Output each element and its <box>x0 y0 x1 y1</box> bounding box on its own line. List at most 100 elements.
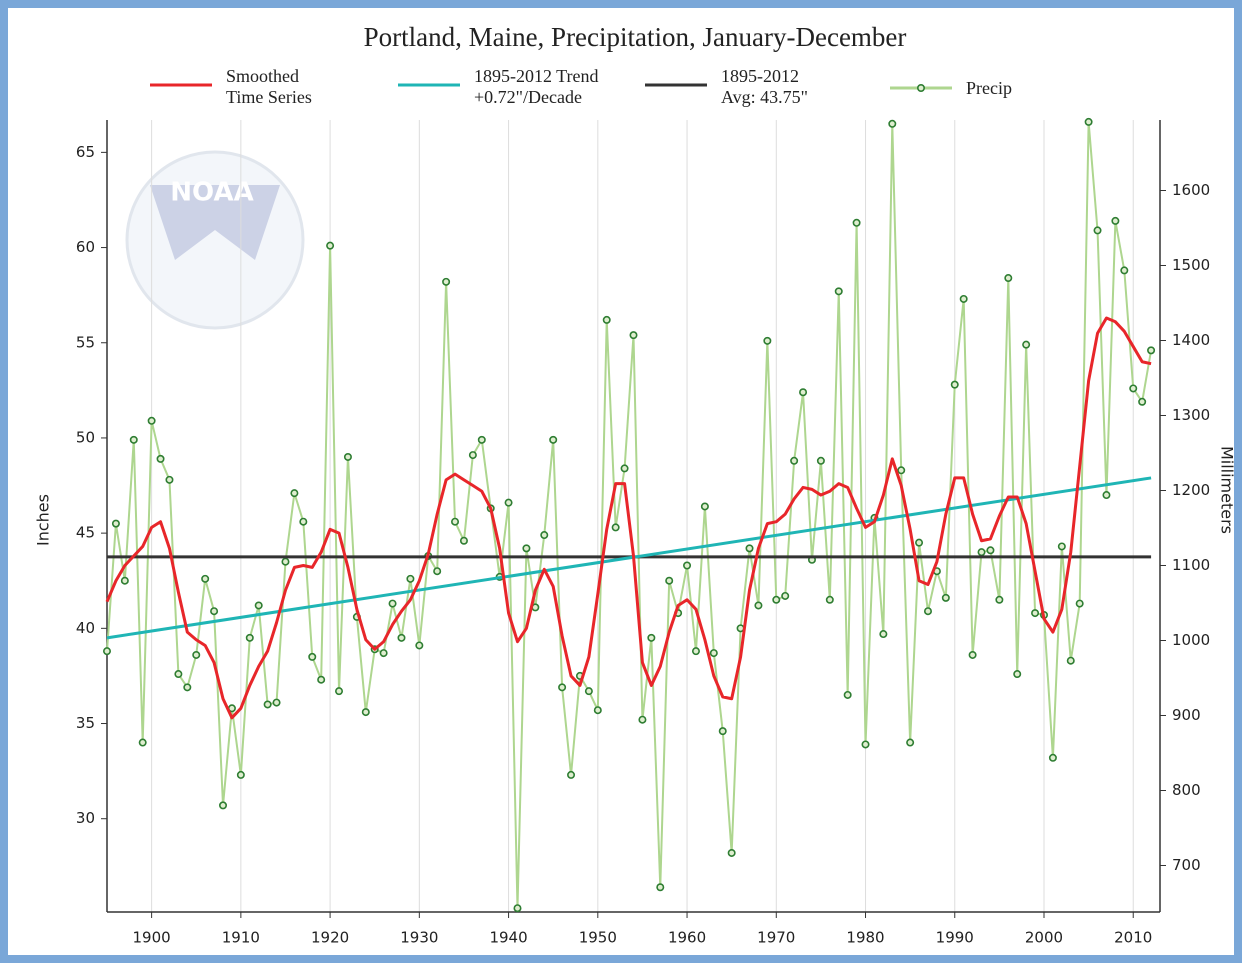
x-tick-label: 1970 <box>757 929 795 947</box>
y2-tick-label: 1600 <box>1172 181 1210 199</box>
data-point <box>852 218 861 227</box>
data-point <box>1066 656 1075 665</box>
data-point <box>995 595 1004 604</box>
data-point <box>691 647 700 656</box>
data-point <box>745 544 754 553</box>
data-point <box>192 650 201 659</box>
data-point <box>620 464 629 473</box>
data-point <box>272 698 281 707</box>
data-point <box>156 454 165 463</box>
data-point <box>977 548 986 557</box>
data-point <box>1004 274 1013 283</box>
data-point <box>549 435 558 444</box>
data-point <box>772 595 781 604</box>
data-point <box>129 435 138 444</box>
data-point <box>656 883 665 892</box>
series-line <box>105 316 1152 720</box>
data-point <box>245 633 254 642</box>
y2-tick-label: 800 <box>1172 781 1201 799</box>
logo-shape <box>150 185 280 260</box>
y2-axis-label: Millimeters <box>1218 446 1237 534</box>
x-tick-label: 1930 <box>400 929 438 947</box>
data-point <box>210 607 219 616</box>
data-point <box>897 466 906 475</box>
data-point <box>1111 216 1120 225</box>
y2-tick-label: 700 <box>1172 856 1201 874</box>
y2-tick-label: 1400 <box>1172 331 1210 349</box>
data-point <box>477 435 486 444</box>
data-point <box>111 519 120 528</box>
data-point <box>906 738 915 747</box>
data-point <box>103 647 112 656</box>
data-point <box>861 740 870 749</box>
data-point <box>281 557 290 566</box>
data-point <box>317 675 326 684</box>
legend-label: Precip <box>966 78 1012 98</box>
data-point <box>1031 609 1040 618</box>
data-point <box>611 523 620 532</box>
data-point <box>219 801 228 810</box>
x-tick-label: 1980 <box>846 929 884 947</box>
data-point <box>683 561 692 570</box>
legend-label: 1895-2012 Avg: 43.75" <box>721 66 809 107</box>
data-point <box>174 670 183 679</box>
data-point <box>754 601 763 610</box>
data-point <box>665 576 674 585</box>
data-point <box>388 599 397 608</box>
data-point <box>602 315 611 324</box>
chart-title: Portland, Maine, Precipitation, January-… <box>364 22 907 52</box>
data-point <box>638 715 647 724</box>
y-tick-label: 50 <box>76 428 95 446</box>
data-point <box>1129 384 1138 393</box>
data-point <box>361 708 370 717</box>
data-point <box>1084 117 1093 126</box>
x-tick-label: 1950 <box>579 929 617 947</box>
data-point <box>834 287 843 296</box>
data-point <box>165 475 174 484</box>
data-point <box>584 687 593 696</box>
data-point <box>540 531 549 540</box>
series-line <box>106 120 1153 910</box>
y2-tick-label: 1100 <box>1172 556 1210 574</box>
data-point <box>201 574 210 583</box>
data-point <box>308 652 317 661</box>
data-point <box>709 649 718 658</box>
data-point <box>343 452 352 461</box>
data-point <box>406 574 415 583</box>
x-tick-label: 1960 <box>668 929 706 947</box>
data-point <box>1138 397 1147 406</box>
x-tick-label: 1910 <box>222 929 260 947</box>
x-tick-label: 1990 <box>936 929 974 947</box>
data-point <box>379 649 388 658</box>
data-point <box>700 502 709 511</box>
y-tick-label: 40 <box>76 619 95 637</box>
data-point <box>183 683 192 692</box>
x-tick-label: 1940 <box>489 929 527 947</box>
data-point <box>816 456 825 465</box>
data-point <box>1013 670 1022 679</box>
data-point <box>1147 346 1156 355</box>
y-tick-label: 65 <box>76 143 95 161</box>
y2-tick-label: 900 <box>1172 706 1201 724</box>
data-point <box>941 593 950 602</box>
legend-label: 1895-2012 Trend +0.72"/Decade <box>474 66 599 107</box>
y2-tick-label: 1000 <box>1172 631 1210 649</box>
data-point <box>647 633 656 642</box>
data-point <box>147 416 156 425</box>
data-point <box>763 336 772 345</box>
data-point <box>415 641 424 650</box>
logo: NOAA <box>125 150 305 330</box>
x-tick-label: 2000 <box>1025 929 1063 947</box>
data-point <box>825 595 834 604</box>
data-point <box>790 456 799 465</box>
y-tick-label: 45 <box>76 524 95 542</box>
data-point <box>1120 266 1129 275</box>
data-point <box>138 738 147 747</box>
data-point <box>433 567 442 576</box>
data-point <box>451 517 460 526</box>
y-axis-label: Inches <box>34 494 53 546</box>
y2-tick-label: 1500 <box>1172 256 1210 274</box>
data-point <box>335 687 344 696</box>
data-point <box>1022 340 1031 349</box>
data-point <box>843 690 852 699</box>
